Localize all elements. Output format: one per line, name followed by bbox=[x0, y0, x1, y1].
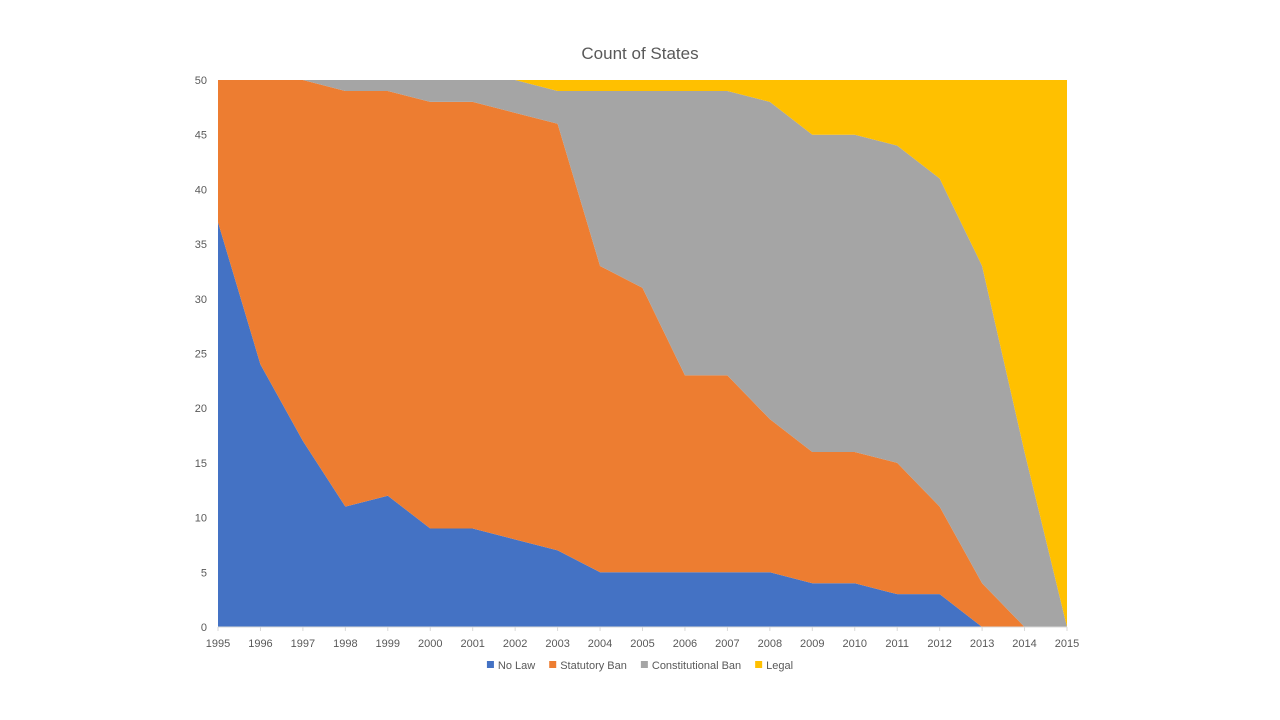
x-tick-label: 2013 bbox=[970, 638, 994, 650]
x-tick-label: 2000 bbox=[418, 638, 442, 650]
x-tick-label: 2005 bbox=[630, 638, 654, 650]
x-tick-label: 2015 bbox=[1055, 638, 1079, 650]
x-tick-label: 2008 bbox=[758, 638, 782, 650]
y-tick-label: 20 bbox=[195, 403, 207, 415]
legend-swatch bbox=[640, 661, 648, 668]
x-tick-label: 1995 bbox=[206, 638, 230, 650]
y-tick-label: 35 bbox=[195, 239, 207, 251]
x-axis: 1995 1996 1997 1998 1999 2000 2001 2002 2003 2004… bbox=[206, 626, 1079, 650]
y-tick-label: 40 bbox=[195, 184, 207, 196]
area-statutory-ban bbox=[218, 80, 1067, 627]
x-tick-label: 2003 bbox=[545, 638, 569, 650]
chart-title: Count of States bbox=[581, 44, 698, 63]
legend: No Law Statutory Ban Constitutional Ban Leg… bbox=[486, 660, 793, 672]
x-tick-label: 2002 bbox=[503, 638, 527, 650]
x-tick-label: 2007 bbox=[715, 638, 739, 650]
x-tick-label: 2009 bbox=[800, 638, 824, 650]
y-tick-label: 5 bbox=[201, 567, 207, 579]
x-tick-label: 1997 bbox=[291, 638, 315, 650]
area-legal bbox=[218, 80, 1067, 627]
legend-swatch bbox=[486, 661, 494, 668]
y-axis: 0 5 10 15 20 25 30 35 40 45 50 bbox=[195, 75, 207, 634]
x-tick-label: 1996 bbox=[248, 638, 272, 650]
y-tick-label: 45 bbox=[195, 130, 207, 142]
area-layers bbox=[218, 80, 1067, 627]
y-tick-label: 25 bbox=[195, 349, 207, 361]
y-tick-label: 15 bbox=[195, 458, 207, 470]
legend-label: Constitutional Ban bbox=[652, 660, 741, 672]
legend-label: No Law bbox=[498, 660, 535, 672]
legend-item-statutory-ban: Statutory Ban bbox=[549, 660, 627, 672]
y-tick-label: 30 bbox=[195, 294, 207, 306]
legend-swatch bbox=[755, 661, 763, 668]
x-tick-label: 2001 bbox=[460, 638, 484, 650]
y-tick-label: 0 bbox=[201, 622, 207, 634]
legend-label: Statutory Ban bbox=[560, 660, 627, 672]
y-tick-label: 10 bbox=[195, 513, 207, 525]
area-constitutional-ban bbox=[218, 80, 1067, 627]
legend-item-no-law: No Law bbox=[486, 660, 535, 672]
x-tick-label: 2006 bbox=[673, 638, 697, 650]
legend-item-constitutional-ban: Constitutional Ban bbox=[640, 660, 741, 672]
legend-item-legal: Legal bbox=[755, 660, 793, 672]
legend-label: Legal bbox=[766, 660, 793, 672]
legend-swatch bbox=[549, 661, 557, 668]
x-tick-label: 2010 bbox=[843, 638, 867, 650]
area-no-law bbox=[218, 222, 1067, 627]
x-tick-label: 2004 bbox=[588, 638, 612, 650]
x-tick-label: 1998 bbox=[333, 638, 357, 650]
y-tick-label: 50 bbox=[195, 75, 207, 87]
x-tick-label: 2011 bbox=[885, 638, 909, 650]
x-tick-label: 1999 bbox=[376, 638, 400, 650]
x-tick-label: 2012 bbox=[927, 638, 951, 650]
x-tick-label: 2014 bbox=[1012, 638, 1036, 650]
